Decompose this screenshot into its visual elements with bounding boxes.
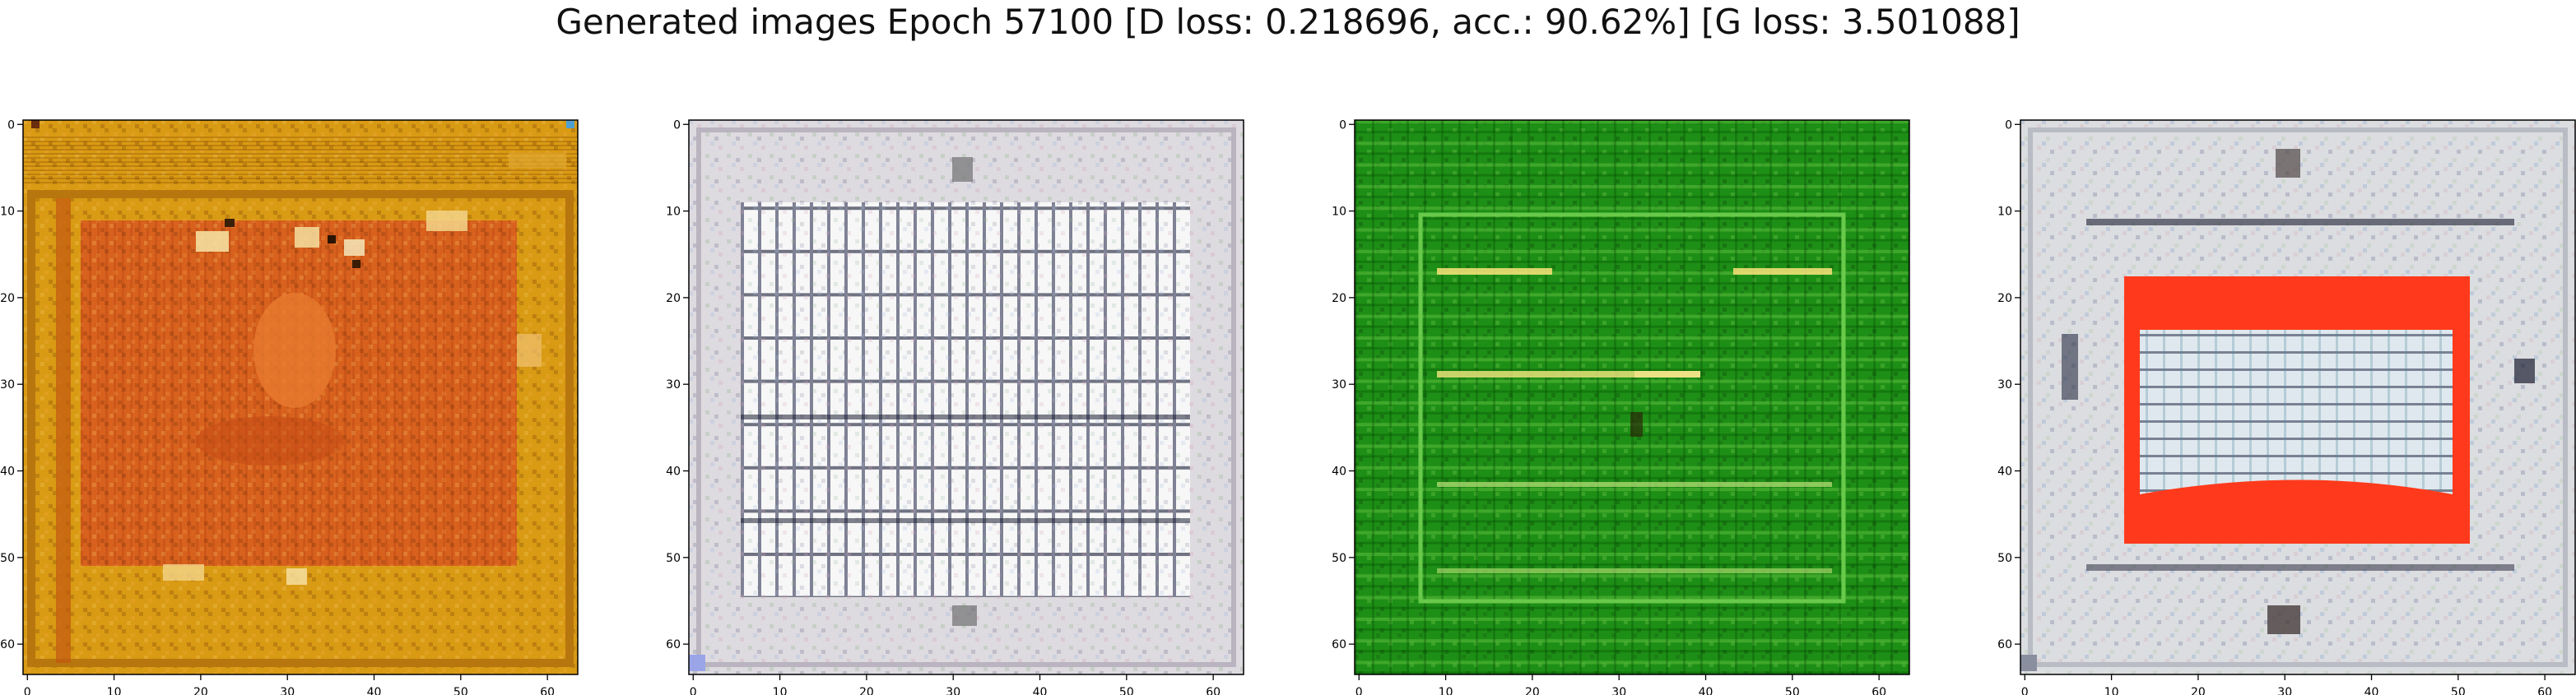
- x-tick-label-4-40: 40: [2364, 686, 2379, 695]
- y-tick-label-2-60: 60: [666, 638, 681, 651]
- x-tick-label-2-0: 0: [690, 686, 697, 695]
- x-tick-label-1-50: 50: [453, 686, 468, 695]
- y-tick-label-1-0: 0: [7, 118, 15, 132]
- x-tick-label-3-20: 20: [1525, 686, 1540, 695]
- y-tick-label-4-0: 0: [2005, 118, 2012, 132]
- x-tick-label-1-30: 30: [280, 686, 295, 695]
- x-tick-label-2-10: 10: [773, 686, 788, 695]
- y-tick-label-2-30: 30: [666, 378, 681, 392]
- axes-4: 0 10 20 30 40 50 60 0 10 20 30 40 50 60: [1997, 118, 2576, 695]
- x-tick-label-1-10: 10: [107, 686, 122, 695]
- x-tick-label-3-0: 0: [1355, 686, 1363, 695]
- axes-frame-4: [2020, 119, 2576, 675]
- x-tick-label-4-50: 50: [2451, 686, 2466, 695]
- x-tick-label-3-30: 30: [1611, 686, 1626, 695]
- y-tick-label-3-40: 40: [1332, 466, 1346, 479]
- y-tick-label-3-50: 50: [1332, 552, 1346, 565]
- y-tick-label-1-20: 20: [0, 292, 15, 305]
- x-tick-label-4-30: 30: [2277, 686, 2292, 695]
- x-tick-label-1-0: 0: [24, 686, 31, 695]
- y-tick-label-1-30: 30: [0, 378, 15, 392]
- x-tick-label-1-60: 60: [540, 686, 555, 695]
- y-tick-label-3-60: 60: [1332, 638, 1346, 651]
- y-tick-label-4-40: 40: [1997, 466, 2012, 479]
- y-tick-label-4-20: 20: [1997, 292, 2012, 305]
- y-tick-label-4-50: 50: [1997, 552, 2012, 565]
- x-tick-label-2-30: 30: [946, 686, 960, 695]
- x-tick-label-3-60: 60: [1872, 686, 1886, 695]
- image-3-highlight: [1437, 268, 1552, 275]
- x-tick-label-2-40: 40: [1033, 686, 1048, 695]
- x-tick-label-4-10: 10: [2104, 686, 2119, 695]
- axes-3: 0 10 20 30 40 50 60 0 10 20 30 40 50 60: [1332, 118, 1910, 695]
- x-tick-label-2-50: 50: [1119, 686, 1134, 695]
- y-tick-label-4-30: 30: [1997, 378, 2012, 392]
- x-tick-label-4-20: 20: [2191, 686, 2206, 695]
- axes-1: 0 10 20 30 40 50 60 0 10 20 30 40 50 60: [0, 118, 579, 695]
- axes-2: 0 10 20 30 40 50 60 0 10 20 30 40 50 60: [666, 118, 1244, 695]
- y-tick-label-4-60: 60: [1997, 638, 2012, 651]
- image-panel-2: [689, 120, 1244, 674]
- y-tick-label-2-40: 40: [666, 466, 681, 479]
- x-tick-label-3-50: 50: [1785, 686, 1800, 695]
- x-tick-label-4-0: 0: [2021, 686, 2029, 695]
- y-tick-label-3-30: 30: [1332, 378, 1346, 392]
- x-tick-label-2-20: 20: [859, 686, 874, 695]
- y-tick-label-2-0: 0: [673, 118, 681, 132]
- y-tick-label-3-0: 0: [1339, 118, 1346, 132]
- x-tick-label-3-40: 40: [1699, 686, 1713, 695]
- figure-title: Generated images Epoch 57100 [D loss: 0.…: [556, 2, 2020, 42]
- image-panel-3: [1355, 120, 1909, 674]
- image-panel-1: [23, 120, 578, 674]
- x-tick-label-1-20: 20: [193, 686, 208, 695]
- axes-frame-1: [22, 119, 579, 675]
- x-tick-label-2-60: 60: [1206, 686, 1221, 695]
- y-tick-label-2-50: 50: [666, 552, 681, 565]
- y-tick-label-1-40: 40: [0, 466, 15, 479]
- x-tick-label-3-10: 10: [1439, 686, 1453, 695]
- y-tick-label-2-10: 10: [666, 206, 681, 219]
- y-tick-label-3-20: 20: [1332, 292, 1346, 305]
- y-tick-label-1-60: 60: [0, 638, 15, 651]
- y-tick-label-1-50: 50: [0, 552, 15, 565]
- image-panel-4: [2020, 120, 2575, 674]
- axes-frame-3: [1354, 119, 1910, 675]
- y-tick-label-4-10: 10: [1997, 206, 2012, 219]
- y-tick-label-1-10: 10: [0, 206, 15, 219]
- x-tick-label-4-60: 60: [2537, 686, 2552, 695]
- axes-frame-2: [688, 119, 1244, 675]
- y-tick-label-2-20: 20: [666, 292, 681, 305]
- x-tick-label-1-40: 40: [367, 686, 382, 695]
- y-tick-label-3-10: 10: [1332, 206, 1346, 219]
